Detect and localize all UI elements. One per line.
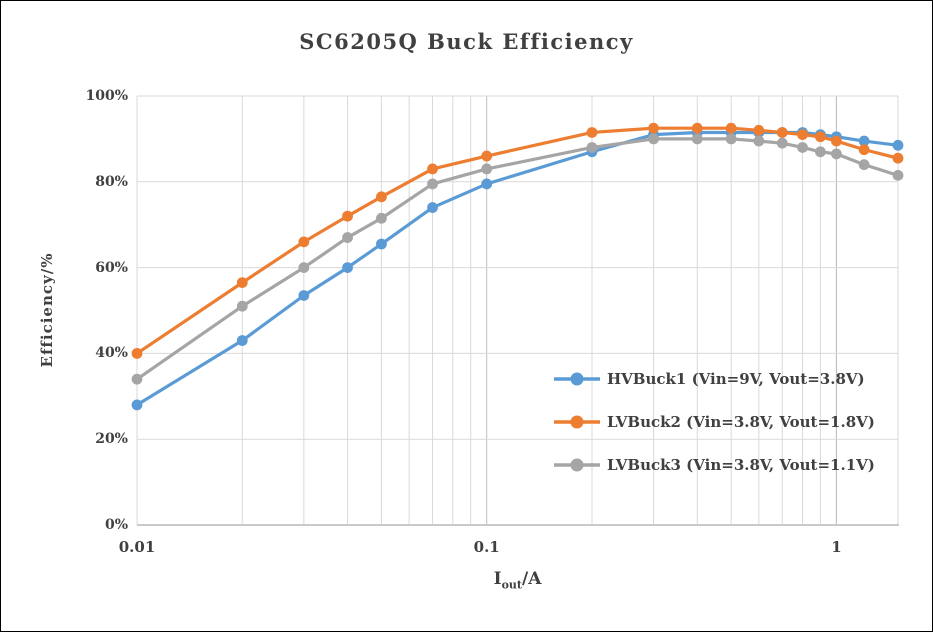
- legend-label: LVBuck2 (Vin=3.8V, Vout=1.8V): [607, 413, 875, 431]
- x-axis-title: Iout/A: [137, 569, 898, 591]
- data-point-series-2: [342, 210, 353, 222]
- legend-item-2: LVBuck2 (Vin=3.8V, Vout=1.8V): [554, 413, 875, 431]
- data-point-series-2: [586, 127, 598, 138]
- data-point-series-3: [815, 146, 826, 158]
- series-line-1: [135, 130, 900, 407]
- legend-item-1: HVBuck1 (Vin=9V, Vout=3.8V): [554, 370, 865, 388]
- data-point-series-3: [236, 300, 248, 312]
- data-point-series-2: [481, 150, 493, 162]
- data-point-series-3: [725, 133, 737, 145]
- legend-item-3: LVBuck3 (Vin=3.8V, Vout=1.1V): [554, 456, 875, 474]
- data-point-series-2: [648, 122, 659, 134]
- y-tick-label: 100%: [85, 88, 128, 104]
- data-point-series-1: [481, 178, 493, 190]
- data-point-series-3: [131, 373, 143, 385]
- data-point-series-3: [892, 169, 904, 181]
- legend-label: HVBuck1 (Vin=9V, Vout=3.8V): [607, 370, 865, 388]
- x-axis-title-unit: /A: [521, 569, 542, 589]
- legend-dot: [570, 372, 584, 386]
- legend-dot: [570, 415, 584, 429]
- data-point-series-3: [691, 133, 703, 145]
- data-point-series-3: [648, 133, 659, 145]
- data-point-series-2: [776, 127, 788, 138]
- data-point-series-2: [858, 144, 870, 156]
- data-point-series-2: [892, 152, 904, 164]
- x-axis-title-symbol: I: [493, 569, 502, 589]
- data-point-series-3: [342, 232, 353, 243]
- data-point-series-3: [858, 159, 870, 171]
- legend-label: LVBuck3 (Vin=3.8V, Vout=1.1V): [607, 456, 875, 474]
- data-point-series-2: [131, 348, 143, 359]
- data-point-series-2: [376, 191, 387, 203]
- legend-marker-icon: [554, 372, 600, 386]
- data-point-series-3: [586, 142, 598, 153]
- data-point-series-3: [831, 148, 842, 160]
- data-point-series-2: [797, 129, 808, 141]
- x-tick-label: 1: [831, 538, 842, 556]
- data-point-series-2: [427, 163, 438, 175]
- legend-marker-icon: [554, 415, 600, 429]
- y-tick-label: 40%: [95, 345, 128, 362]
- y-tick-label: 80%: [95, 173, 128, 190]
- data-point-series-1: [427, 202, 438, 213]
- data-point-series-2: [815, 131, 826, 143]
- legend-marker-icon: [554, 458, 600, 472]
- data-point-series-1: [131, 399, 143, 411]
- data-point-series-2: [753, 124, 765, 136]
- data-point-series-2: [831, 135, 842, 147]
- data-point-series-2: [691, 122, 703, 134]
- data-point-series-2: [725, 122, 737, 134]
- data-point-series-3: [298, 262, 310, 273]
- data-point-series-1: [298, 290, 310, 301]
- x-tick-label: 0.1: [473, 538, 500, 556]
- data-point-series-3: [427, 178, 438, 190]
- data-point-series-1: [236, 335, 248, 346]
- data-point-series-2: [298, 236, 310, 248]
- x-tick-label: 0.01: [118, 538, 156, 556]
- y-tick-label: 0%: [104, 517, 128, 533]
- data-point-series-3: [481, 163, 493, 175]
- data-point-series-3: [797, 142, 808, 153]
- data-point-series-3: [376, 212, 387, 224]
- data-point-series-3: [753, 135, 765, 147]
- data-point-series-1: [892, 139, 904, 151]
- data-point-series-1: [376, 238, 387, 250]
- chart-title: SC6205Q Buck Efficiency: [299, 29, 634, 54]
- data-point-series-2: [236, 277, 248, 289]
- data-point-series-1: [858, 135, 870, 147]
- data-point-series-3: [776, 137, 788, 149]
- y-tick-label: 60%: [95, 259, 128, 276]
- legend-dot: [570, 458, 584, 472]
- data-point-series-1: [342, 262, 353, 273]
- x-axis-title-subscript: out: [501, 578, 522, 592]
- y-tick-label: 20%: [95, 431, 128, 448]
